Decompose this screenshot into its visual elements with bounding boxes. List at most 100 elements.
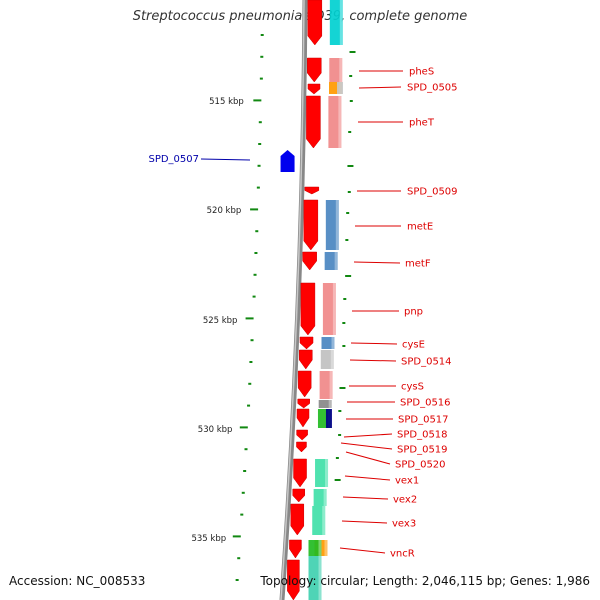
block-highlight	[325, 459, 329, 487]
annotation-block	[324, 252, 338, 270]
leader-line	[200, 158, 251, 161]
leader-line	[343, 433, 393, 438]
minor-tick	[346, 212, 350, 214]
minor-tick	[260, 34, 264, 36]
gene-label[interactable]: pnp	[404, 307, 423, 318]
gene-label[interactable]: SPD_0518	[397, 430, 448, 441]
accession-text: Accession: NC_008533	[9, 574, 146, 588]
gene-label[interactable]: pheS	[409, 67, 434, 78]
gene-arrow	[300, 282, 316, 336]
minor-tick	[257, 164, 261, 167]
gene-label[interactable]: SPD_0520	[395, 460, 446, 471]
scale-ticks	[232, 34, 356, 581]
major-tick	[334, 479, 341, 481]
annotation-block	[329, 0, 343, 45]
annotation-block	[318, 400, 332, 408]
minor-tick	[342, 322, 346, 324]
annotation-block	[312, 506, 326, 535]
minor-tick	[349, 75, 353, 77]
gene-label[interactable]: SPD_0519	[397, 445, 448, 456]
block-highlight	[322, 506, 326, 535]
gene-label[interactable]: metE	[407, 222, 433, 233]
annotation-block	[308, 556, 322, 600]
gene-label[interactable]: SPD_0517	[398, 415, 449, 426]
minor-tick	[253, 273, 257, 276]
gene-arrow	[304, 186, 320, 195]
leader-line	[349, 359, 397, 362]
gene-label[interactable]: cysS	[401, 382, 424, 393]
scale-label: 530 kbp	[198, 425, 233, 435]
scale-label: 515 kbp	[209, 97, 244, 107]
minor-tick	[259, 77, 263, 80]
annotation-block	[337, 82, 344, 94]
block-highlight	[339, 58, 343, 82]
gene-label[interactable]: vncR	[390, 549, 415, 560]
block-highlight	[329, 371, 333, 399]
gene-label[interactable]: SPD_0509	[407, 187, 458, 198]
gene-arrow	[307, 83, 321, 95]
major-tick	[239, 426, 248, 429]
annotation-block	[325, 409, 332, 428]
map-title: Streptococcus pneumoniae D39, complete g…	[132, 9, 468, 24]
minor-tick	[244, 448, 248, 451]
minor-tick	[240, 513, 244, 516]
gene-arrow	[297, 398, 310, 409]
gene-label[interactable]: vex3	[392, 519, 416, 530]
minor-tick	[345, 239, 349, 241]
block-highlight	[332, 283, 336, 335]
gene-label[interactable]: SPD_0514	[401, 357, 452, 368]
annotation-block	[313, 489, 327, 506]
annotation-block	[325, 200, 339, 250]
block-highlight	[330, 350, 334, 369]
gene-label[interactable]: cysE	[402, 340, 425, 351]
gene-arrow	[296, 429, 308, 441]
gene-arrow	[307, 57, 322, 83]
major-tick	[347, 165, 354, 167]
annotation-block	[322, 283, 336, 335]
minor-tick	[338, 410, 342, 412]
minor-tick	[247, 404, 251, 407]
gene-label[interactable]: SPD_0516	[400, 398, 451, 409]
leader-line	[341, 520, 388, 524]
gene-label[interactable]: SPD_0507	[148, 154, 199, 165]
gene-label[interactable]: SPD_0505	[407, 83, 458, 94]
topology-text: Topology: circular; Length: 2,046,115 bp…	[260, 574, 590, 588]
gene-arrow	[302, 251, 317, 271]
minor-tick	[342, 345, 346, 347]
leader-line	[340, 442, 393, 450]
minor-tick	[335, 457, 339, 459]
annotation-tracks	[308, 0, 344, 600]
annotation-block	[315, 459, 329, 487]
minor-tick	[248, 382, 252, 385]
leader-line	[353, 261, 401, 264]
block-highlight	[334, 252, 338, 270]
reverse-gene-arrow	[280, 150, 295, 172]
minor-tick	[250, 339, 254, 342]
leader-line	[339, 547, 386, 554]
scale-label: 525 kbp	[203, 316, 238, 326]
leader-line	[344, 475, 391, 481]
annotation-block	[321, 337, 335, 349]
gene-label[interactable]: vex2	[393, 495, 417, 506]
major-tick	[349, 51, 356, 53]
major-tick	[339, 387, 346, 389]
major-tick	[250, 208, 259, 211]
leader-line	[342, 496, 389, 500]
leader-line	[358, 86, 402, 89]
gene-label[interactable]: metF	[405, 259, 431, 270]
minor-tick	[255, 230, 259, 233]
annotation-block	[319, 371, 333, 399]
gene-arrow	[290, 503, 305, 536]
leader-line	[350, 342, 398, 345]
gene-label[interactable]: vex1	[395, 476, 419, 487]
block-highlight	[318, 556, 322, 600]
minor-tick	[252, 295, 256, 298]
backbone	[279, 0, 308, 600]
minor-tick	[258, 143, 262, 145]
minor-tick	[243, 470, 247, 472]
minor-tick	[343, 298, 347, 300]
gene-arrow	[289, 539, 302, 559]
gene-label[interactable]: pheT	[409, 118, 435, 129]
gene-arrow	[299, 349, 313, 370]
